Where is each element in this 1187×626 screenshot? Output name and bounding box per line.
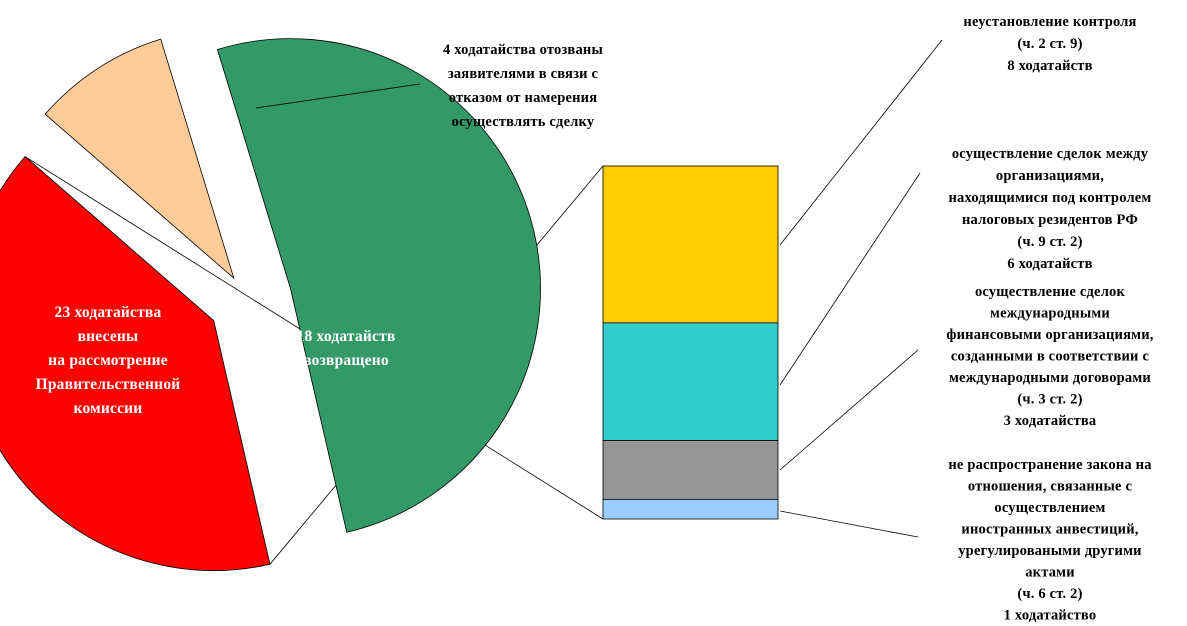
label-returned-line: возвращено [303,352,389,369]
label-rf-residents-line: (ч. 9 ст. 2) [1017,234,1082,250]
label-other-acts-line: (ч. 6 ст. 2) [1017,586,1082,602]
pie-slice-withdrawn [44,38,235,280]
label-submitted-line: Правительственной [36,376,181,393]
label-intl-orgs: осуществление сделок международными финанс… [946,284,1153,429]
label-rf-residents-line: организациями, [996,168,1104,184]
label-returned-line: 18 ходатайств [297,328,396,345]
label-submitted-line: комиссии [74,400,143,417]
label-rf-residents: осуществление сделок между организациями,… [948,146,1151,272]
label-returned: 18 ходатайств возвращено [297,328,396,369]
label-intl-orgs-line: международными [990,306,1110,322]
label-rf-residents-line: осуществление сделок между [952,146,1149,162]
bar-segment-intl-orgs [602,440,779,500]
leader-withdrawn [255,83,421,109]
stacked-bar-chart [602,165,779,520]
label-no-control-line: неустановление контроля [963,14,1136,30]
label-other-acts: не распространение закона на отношения, с… [948,457,1152,624]
label-other-acts-line: не распространение закона на [948,457,1152,473]
label-no-control-line: (ч. 2 ст. 9) [1017,36,1082,52]
bar-segment-no-control [602,165,779,324]
label-withdrawn-line: 4 ходатайства отозваны [443,42,603,58]
label-rf-residents-line: находящимися под контролем [948,190,1151,206]
label-other-acts-line: иностранных анвестиций, [961,522,1138,538]
label-intl-orgs-line: 3 ходатайства [1004,413,1097,429]
label-intl-orgs-line: созданными в соответствии с [951,349,1150,365]
label-submitted-line: на рассмотрение [48,352,168,369]
leader-intl-orgs [779,349,919,471]
label-other-acts-line: урегулироваными другими [958,543,1142,559]
label-other-acts-line: 1 ходатайство [1004,608,1097,624]
label-no-control: неустановление контроля (ч. 2 ст. 9) 8 ход… [963,14,1136,74]
label-rf-residents-line: налоговых резидентов РФ [962,212,1138,228]
label-withdrawn-line: отказом от намерения [449,90,598,106]
leader-lines [255,39,943,538]
label-intl-orgs-line: осуществление сделок [975,284,1126,300]
label-submitted-line: внесены [78,328,139,345]
label-other-acts-line: актами [1025,565,1075,581]
label-withdrawn-line: осуществлять сделку [452,114,595,130]
label-intl-orgs-line: международными договорами [949,370,1151,386]
pie-slice-submitted [216,38,541,533]
label-intl-orgs-line: (ч. 3 ст. 2) [1017,392,1082,408]
label-no-control-line: 8 ходатайств [1007,58,1092,74]
label-intl-orgs-line: финансовыми организациями, [946,327,1153,343]
label-submitted-line: 23 ходатайства [55,304,162,321]
leader-no-control [779,39,943,246]
chart-labels: 23 ходатайства внесены на рассмотрение Прав… [36,14,1154,624]
label-submitted: 23 ходатайства внесены на рассмотрение Прав… [36,304,181,417]
label-withdrawn-line: заявителями в связи с [448,66,599,82]
bar-segment-other-acts [602,498,779,520]
pie-slice-returned [0,156,271,571]
label-rf-residents-line: 6 ходатайств [1007,256,1092,272]
pie-chart [0,38,541,571]
label-withdrawn: 4 ходатайства отозваны заявителями в связ… [443,42,603,130]
label-other-acts-line: осуществлением [994,500,1105,516]
leader-other-acts [779,510,919,538]
bar-segment-rf-residents [602,322,779,441]
label-other-acts-line: отношения, связанные с [968,479,1133,495]
leader-rf-residents [779,172,921,386]
